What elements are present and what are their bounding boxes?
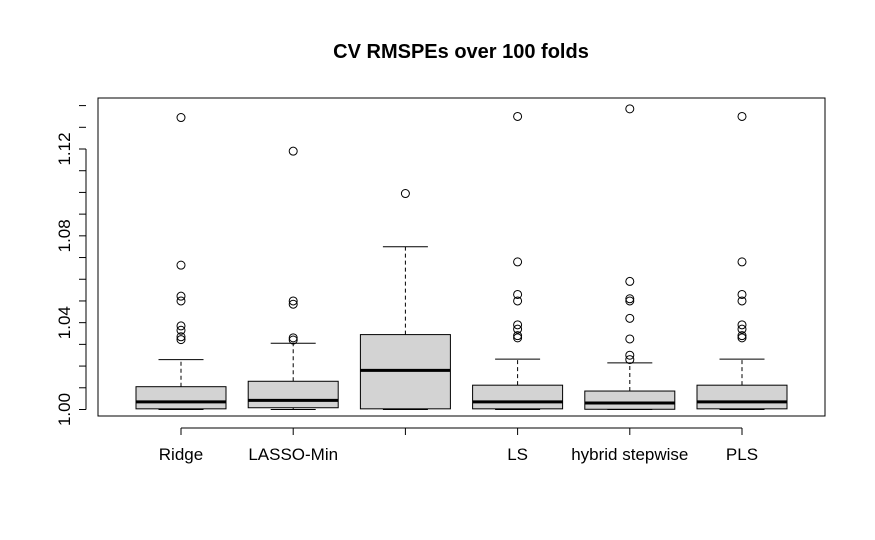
outlier-point: [513, 257, 523, 267]
outlier-point: [625, 104, 635, 114]
outlier-point: [513, 331, 523, 341]
outlier-point: [513, 324, 523, 334]
box-iqr: [247, 380, 339, 409]
outlier-point: [625, 355, 635, 365]
chart-title: CV RMSPEs over 100 folds: [333, 41, 589, 63]
outlier-point: [176, 113, 186, 123]
outlier-point: [625, 276, 635, 286]
outlier-point: [625, 294, 635, 304]
box-group: [359, 189, 451, 410]
outlier-point: [513, 111, 523, 121]
outlier-point: [176, 332, 186, 342]
box-group: [696, 111, 788, 410]
outlier-point: [625, 350, 635, 360]
outlier-point: [737, 257, 747, 267]
outlier-point: [288, 333, 298, 343]
outlier-point: [176, 335, 186, 345]
box-group: [472, 111, 564, 410]
x-tick-label: LASSO-Min: [248, 445, 338, 464]
box-iqr: [584, 390, 676, 410]
outlier-point: [176, 291, 186, 301]
outlier-point: [737, 111, 747, 121]
x-tick-label: hybrid stepwise: [571, 445, 688, 464]
y-tick-label: 1.08: [55, 219, 74, 252]
outlier-point: [176, 260, 186, 270]
boxes: [135, 104, 788, 410]
outlier-point: [625, 296, 635, 306]
outlier-point: [176, 325, 186, 335]
box-iqr: [696, 384, 788, 410]
x-tick-label: PLS: [726, 445, 758, 464]
box-group: [135, 113, 227, 410]
x-tick-label: LS: [507, 445, 528, 464]
y-axis: 1.00 1.04 1.08 1.12: [55, 105, 87, 426]
outlier-point: [400, 189, 410, 199]
outlier-point: [737, 296, 747, 306]
outlier-point: [737, 324, 747, 334]
outlier-point: [288, 296, 298, 306]
box-iqr: [135, 386, 227, 410]
outlier-point: [176, 321, 186, 331]
outlier-point: [737, 333, 747, 343]
outlier-point: [176, 296, 186, 306]
plot-frame: [97, 97, 826, 417]
outlier-point: [737, 331, 747, 341]
x-axis: Ridge LASSO-Min LS hybrid stepwise PLS: [159, 427, 758, 464]
outlier-point: [737, 289, 747, 299]
outlier-point: [513, 289, 523, 299]
y-tick-label: 1.12: [55, 132, 74, 165]
y-tick-label: 1.04: [55, 306, 74, 339]
y-tick-label: 1.00: [55, 393, 74, 426]
outlier-point: [513, 296, 523, 306]
outlier-point: [737, 320, 747, 330]
outlier-point: [513, 333, 523, 343]
box-group: [247, 146, 339, 410]
outlier-point: [288, 299, 298, 309]
outlier-point: [288, 335, 298, 345]
x-tick-label: Ridge: [159, 445, 203, 464]
outlier-point: [625, 334, 635, 344]
box-iqr: [472, 384, 564, 410]
outlier-point: [625, 313, 635, 323]
outlier-point: [288, 146, 298, 156]
box-group: [584, 104, 676, 410]
outlier-point: [513, 320, 523, 330]
